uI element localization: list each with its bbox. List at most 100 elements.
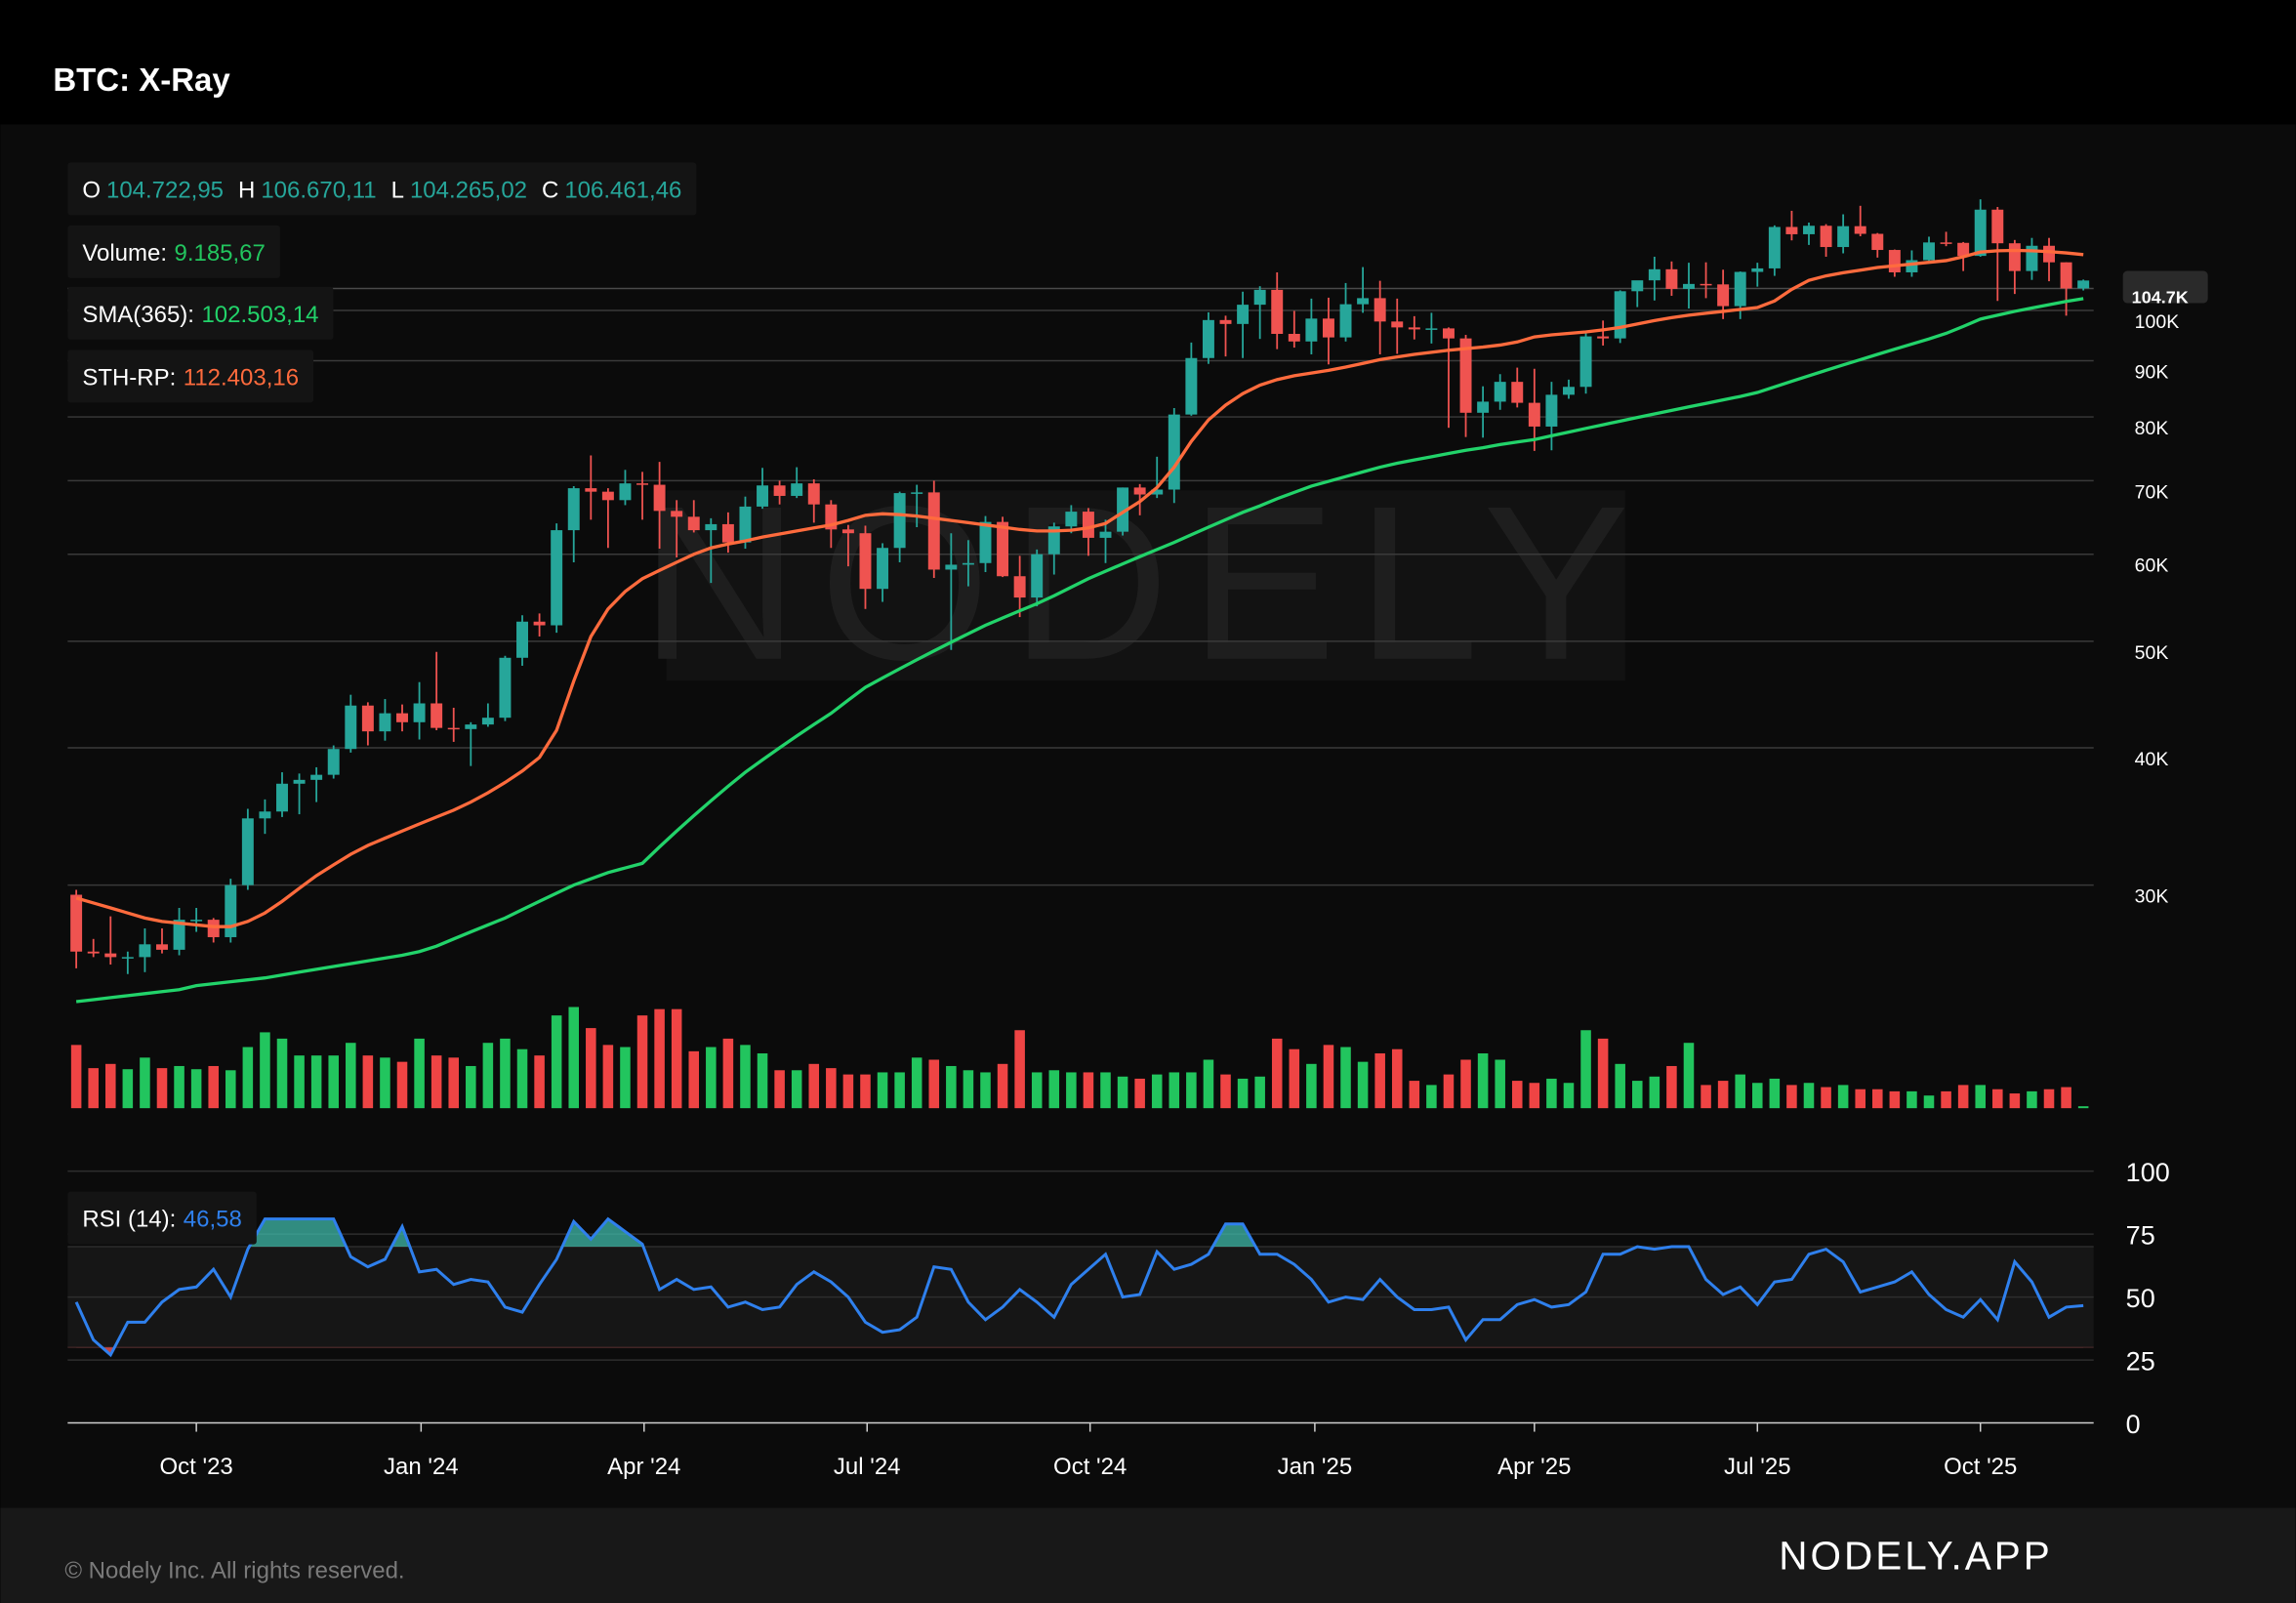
- candle-body: [1477, 401, 1490, 413]
- candle-body: [499, 657, 512, 719]
- candle-body: [551, 530, 563, 626]
- volume-bar: [516, 1048, 528, 1109]
- volume-bar: [826, 1068, 837, 1109]
- candle-body: [601, 491, 614, 501]
- volume-bar: [1374, 1053, 1385, 1109]
- volume-bar: [1271, 1038, 1283, 1109]
- volume-bar: [1821, 1087, 1831, 1109]
- y-tick-label: 75: [2126, 1221, 2155, 1251]
- candle-body: [1785, 226, 1798, 234]
- y-tick-label: 100: [2126, 1158, 2170, 1187]
- candle-body: [1768, 226, 1781, 268]
- candle-body: [225, 884, 237, 937]
- volume-bar: [1220, 1074, 1231, 1109]
- candle-body: [1528, 402, 1540, 427]
- x-tick-label: Apr '24: [607, 1454, 680, 1480]
- legend-text: Volume: 9.185,67: [82, 240, 266, 267]
- volume-bar: [1066, 1072, 1077, 1109]
- candle-body: [2008, 243, 2021, 271]
- candle-body: [293, 779, 306, 784]
- candle-body: [1974, 209, 1987, 257]
- candle-body: [1288, 334, 1300, 342]
- volume-bar: [586, 1028, 596, 1109]
- candle-body: [1202, 319, 1214, 358]
- candle-body: [1357, 298, 1370, 305]
- candle-body: [1047, 526, 1060, 555]
- x-tick-label: Oct '25: [1944, 1454, 2017, 1480]
- candle-body: [859, 533, 872, 590]
- y-tick-label: 30K: [2135, 886, 2169, 908]
- volume-bar: [1872, 1089, 1883, 1109]
- volume-bar: [860, 1074, 871, 1109]
- candle-body: [1151, 489, 1164, 495]
- candle-body: [841, 529, 854, 534]
- legend-text: STH-RP: 112.403,16: [82, 364, 299, 390]
- candle-body: [979, 521, 992, 563]
- x-tick-label: Jan '24: [384, 1454, 459, 1480]
- legend-part: L: [391, 177, 404, 203]
- volume-bar: [1615, 1063, 1625, 1109]
- volume-bar: [482, 1043, 494, 1109]
- y-tick-label: 25: [2126, 1347, 2155, 1377]
- volume-bar: [122, 1069, 134, 1109]
- candle-body: [927, 492, 940, 570]
- volume-bar: [2027, 1090, 2037, 1109]
- volume-bar: [568, 1007, 580, 1109]
- volume-bar: [1048, 1070, 1060, 1109]
- candle-body: [1494, 382, 1506, 402]
- volume-bar: [1014, 1030, 1025, 1109]
- candle-body: [241, 818, 254, 885]
- rsi-line: [74, 1216, 2084, 1358]
- y-tick-label: 90K: [2135, 361, 2169, 383]
- volume-bar: [928, 1059, 940, 1109]
- candle-body: [1614, 291, 1626, 339]
- volume-bar: [1100, 1072, 1111, 1109]
- volume-bar: [1803, 1083, 1815, 1109]
- candle-body: [207, 920, 220, 937]
- volume-bar: [1752, 1083, 1763, 1109]
- volume-bar: [963, 1070, 974, 1109]
- volume-bar: [1563, 1083, 1575, 1109]
- volume-bar: [1769, 1078, 1781, 1109]
- candle-body: [1854, 226, 1866, 234]
- candle-body: [1322, 318, 1334, 338]
- candle-body: [877, 548, 889, 590]
- legend-box: [67, 286, 334, 340]
- volume-bar: [980, 1072, 991, 1109]
- volume-bar: [654, 1008, 665, 1109]
- candle-body: [1065, 512, 1078, 527]
- legend-part: 106.670,11: [261, 177, 376, 203]
- candle-body: [139, 944, 151, 958]
- legend-part: Volume:: [82, 240, 167, 267]
- candle-body: [687, 516, 700, 531]
- candle-body: [807, 483, 820, 505]
- volume-bar: [1237, 1078, 1249, 1109]
- volume-bar: [140, 1057, 150, 1109]
- candle-body: [1751, 267, 1764, 272]
- volume-bar: [1289, 1048, 1300, 1109]
- candle-body: [1803, 226, 1815, 234]
- candle-body: [1168, 414, 1180, 490]
- candle-body: [345, 705, 357, 750]
- candle-body: [2026, 245, 2038, 271]
- candle-body: [1820, 226, 1832, 248]
- candle-body: [1339, 304, 1352, 338]
- volume-bar: [414, 1038, 425, 1109]
- volume-bar: [2077, 1106, 2089, 1109]
- candle-body: [1185, 357, 1198, 415]
- price-label: 104.7K: [2132, 287, 2189, 307]
- volume-bar: [260, 1032, 270, 1109]
- y-tick-label: 70K: [2135, 481, 2169, 503]
- indicator-line: [75, 248, 2084, 928]
- legend-text: SMA(365): 102.503,14: [82, 302, 318, 328]
- volume-bar: [466, 1065, 476, 1109]
- candle-body: [104, 953, 117, 958]
- candle-body: [121, 957, 134, 959]
- candle-body: [190, 920, 203, 922]
- volume-bar: [1306, 1063, 1317, 1109]
- volume-bar: [500, 1038, 511, 1109]
- candle-body: [945, 564, 958, 570]
- volume-bar: [911, 1057, 922, 1109]
- volume-bar: [620, 1047, 631, 1109]
- footer-bar: [0, 1507, 2296, 1603]
